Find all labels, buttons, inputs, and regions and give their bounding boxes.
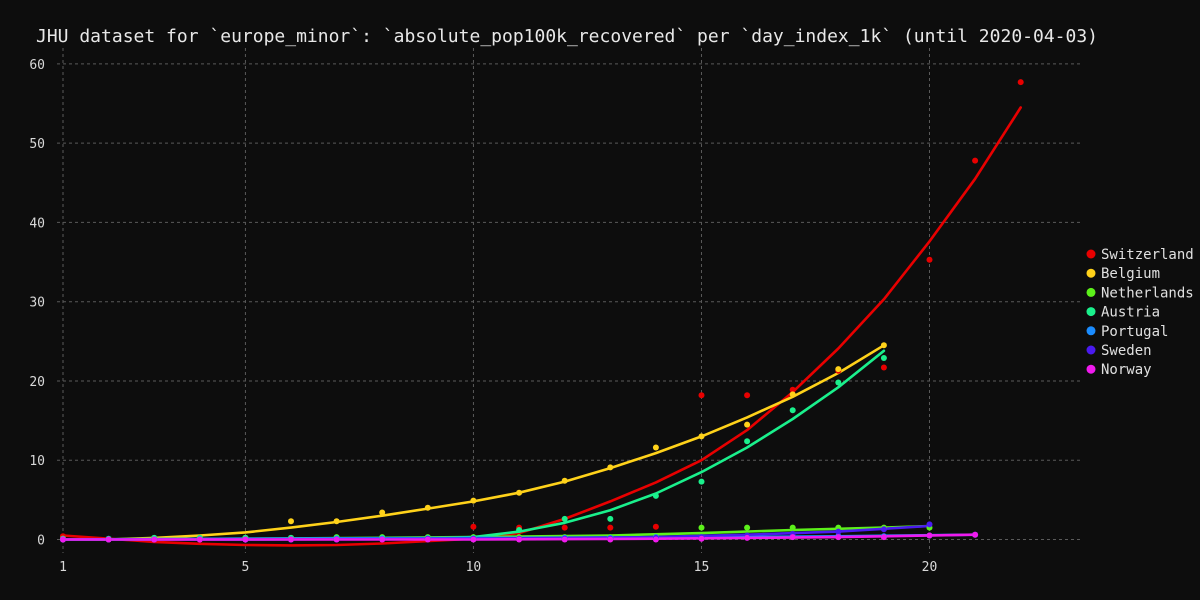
grid-lines [57, 48, 1080, 553]
point-austria [789, 407, 796, 414]
point-belgium [607, 464, 614, 471]
point-belgium [561, 477, 568, 484]
point-norway [789, 534, 796, 541]
point-austria [516, 527, 523, 533]
legend: Switzerland Belgium Netherlands Austria Port… [1086, 247, 1194, 378]
point-switzerland [607, 524, 614, 531]
point-switzerland [789, 386, 796, 393]
point-norway [60, 536, 66, 543]
trend-lines [61, 106, 1022, 547]
y-tick-label: 40 [29, 216, 45, 231]
legend-label-switzerland: Switzerland [1101, 247, 1194, 263]
point-norway [880, 534, 887, 541]
point-sweden [835, 528, 842, 535]
point-netherlands [789, 524, 796, 531]
legend-label-belgium: Belgium [1101, 266, 1160, 282]
point-austria [880, 355, 887, 361]
x-tick-label: 10 [466, 560, 482, 575]
data-points [60, 79, 1024, 543]
point-belgium [652, 444, 659, 451]
point-belgium [880, 342, 887, 349]
point-belgium [835, 366, 842, 373]
point-belgium [789, 391, 796, 398]
point-austria [698, 478, 705, 485]
point-norway [424, 536, 431, 543]
point-belgium [288, 518, 294, 525]
point-norway [607, 536, 614, 543]
y-tick-label: 30 [29, 296, 45, 311]
point-austria [835, 379, 842, 386]
chart-title: JHU dataset for `europe_minor`: `absolut… [36, 26, 1098, 47]
point-belgium [379, 509, 386, 516]
x-tick-label: 15 [694, 560, 710, 575]
point-norway [652, 536, 659, 543]
point-norway [196, 536, 203, 543]
point-norway [744, 534, 751, 541]
legend-swatch-belgium [1086, 268, 1096, 278]
legend-swatch-portugal [1086, 326, 1096, 336]
point-norway [926, 532, 933, 539]
point-switzerland [470, 523, 477, 530]
point-netherlands [744, 524, 751, 531]
legend-label-portugal: Portugal [1101, 324, 1168, 340]
y-tick-label: 10 [29, 454, 45, 469]
legend-label-sweden: Sweden [1101, 343, 1152, 359]
point-norway [288, 536, 294, 543]
point-norway [379, 536, 386, 543]
point-switzerland [652, 523, 659, 530]
y-tick-label: 50 [29, 137, 45, 152]
point-austria [561, 515, 568, 522]
point-belgium [470, 497, 477, 504]
y-tick-label: 60 [29, 58, 45, 73]
y-tick-label: 20 [29, 375, 45, 390]
x-tick-label: 20 [922, 560, 938, 575]
point-norway [470, 536, 477, 543]
point-belgium [698, 433, 705, 440]
trend-line-switzerland [61, 106, 1022, 547]
point-switzerland [880, 364, 887, 371]
legend-swatch-austria [1086, 307, 1096, 317]
point-norway [972, 531, 979, 538]
legend-swatch-netherlands [1086, 287, 1096, 297]
legend-swatch-norway [1086, 364, 1096, 374]
point-belgium [516, 489, 523, 496]
point-norway [835, 534, 842, 541]
legend-swatch-switzerland [1086, 249, 1096, 259]
point-austria [652, 492, 659, 499]
legend-label-norway: Norway [1101, 362, 1152, 378]
point-austria [744, 438, 751, 445]
x-tick-label: 1 [59, 560, 67, 575]
point-switzerland [972, 157, 979, 164]
point-switzerland [561, 524, 568, 531]
point-belgium [744, 421, 751, 428]
point-switzerland [698, 392, 705, 399]
point-sweden [880, 526, 887, 533]
legend-label-netherlands: Netherlands [1101, 285, 1194, 301]
point-norway [698, 535, 705, 542]
point-belgium [333, 518, 340, 525]
point-switzerland [1017, 79, 1024, 86]
point-sweden [926, 521, 933, 528]
point-switzerland [744, 392, 751, 399]
point-norway [242, 536, 249, 543]
legend-swatch-sweden [1086, 345, 1096, 355]
point-norway [105, 536, 112, 543]
point-norway [151, 536, 158, 543]
point-norway [561, 536, 568, 543]
point-switzerland [926, 256, 933, 263]
point-belgium [424, 504, 431, 511]
point-norway [516, 536, 523, 543]
y-tick-label: 0 [37, 533, 45, 548]
point-austria [607, 515, 614, 522]
point-norway [333, 536, 340, 543]
legend-label-austria: Austria [1101, 305, 1160, 321]
x-tick-label: 5 [242, 560, 250, 575]
point-netherlands [698, 524, 705, 531]
